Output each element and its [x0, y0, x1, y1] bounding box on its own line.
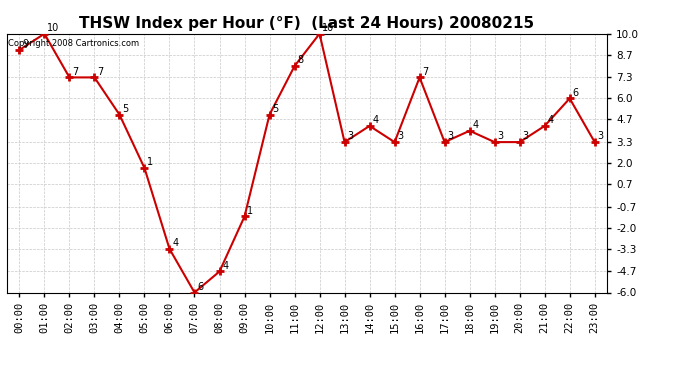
Text: 4: 4	[547, 115, 553, 125]
Text: 3: 3	[522, 131, 529, 141]
Text: 4: 4	[473, 120, 479, 130]
Text: 8: 8	[297, 56, 304, 65]
Text: 7: 7	[97, 67, 104, 76]
Text: 1: 1	[247, 206, 253, 216]
Text: 3: 3	[397, 131, 404, 141]
Text: 5: 5	[122, 104, 128, 114]
Text: 1: 1	[147, 157, 153, 167]
Title: THSW Index per Hour (°F)  (Last 24 Hours) 20080215: THSW Index per Hour (°F) (Last 24 Hours)…	[79, 16, 535, 31]
Text: 3: 3	[598, 131, 604, 141]
Text: 3: 3	[497, 131, 504, 141]
Text: Copyright 2008 Cartronics.com: Copyright 2008 Cartronics.com	[8, 39, 139, 48]
Text: 10: 10	[47, 23, 59, 33]
Text: 9: 9	[22, 39, 28, 49]
Text: 4: 4	[172, 238, 179, 248]
Text: 7: 7	[72, 67, 79, 76]
Text: 3: 3	[447, 131, 453, 141]
Text: 3: 3	[347, 131, 353, 141]
Text: 4: 4	[373, 115, 379, 125]
Text: 10: 10	[322, 23, 335, 33]
Text: 4: 4	[222, 261, 228, 271]
Text: 5: 5	[273, 104, 279, 114]
Text: 6: 6	[197, 282, 204, 292]
Text: 7: 7	[422, 67, 428, 76]
Text: 6: 6	[573, 88, 579, 98]
